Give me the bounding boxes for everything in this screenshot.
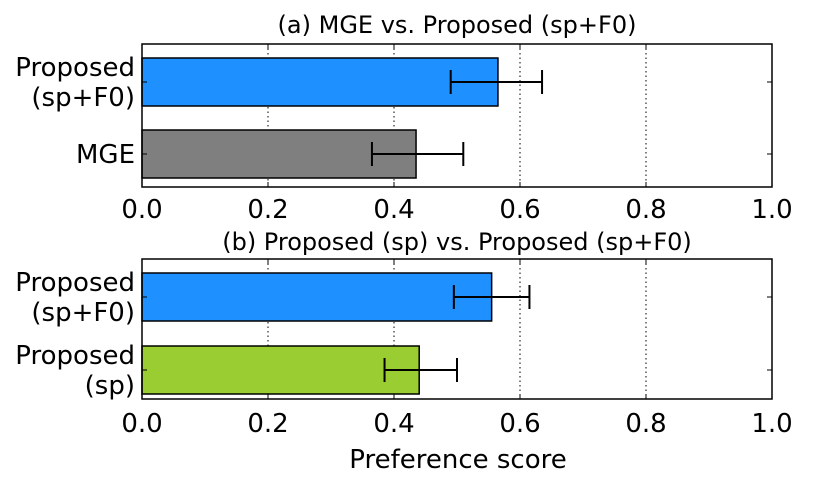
- x-tick-label: 1.0: [751, 409, 792, 439]
- x-tick-label: 0.6: [499, 409, 540, 439]
- category-label: (sp): [85, 371, 135, 401]
- category-label: Proposed: [15, 268, 135, 298]
- chart-title: (a) MGE vs. Proposed (sp+F0): [278, 11, 637, 39]
- axes-frame: [141, 258, 773, 400]
- x-tick-label: 0.8: [625, 409, 666, 439]
- bar: [141, 345, 420, 395]
- category-label: (sp+F0): [31, 83, 135, 113]
- x-tick-label: 0.0: [121, 195, 162, 225]
- x-axis-label: Preference score: [349, 445, 567, 475]
- x-tick-label: 1.0: [751, 195, 792, 225]
- bar: [141, 57, 499, 107]
- x-tick-label: 0.6: [499, 195, 540, 225]
- chart-panel-b: (b) Proposed (sp) vs. Proposed (sp+F0) Pr…: [15, 228, 792, 439]
- x-tick-label: 0.8: [625, 195, 666, 225]
- chart-title: (b) Proposed (sp) vs. Proposed (sp+F0): [222, 228, 692, 256]
- x-tick-label: 0.4: [373, 195, 414, 225]
- category-label: Proposed: [15, 53, 135, 83]
- category-label: MGE: [76, 140, 135, 170]
- x-tick-label: 0.0: [121, 409, 162, 439]
- category-label: (sp+F0): [31, 298, 135, 328]
- bar: [141, 129, 417, 179]
- bar: [141, 272, 493, 322]
- chart-panel-a: (a) MGE vs. Proposed (sp+F0) Proposed(sp+…: [15, 11, 792, 225]
- axes-frame: [141, 43, 773, 188]
- x-tick-label: 0.4: [373, 409, 414, 439]
- x-tick-label: 0.2: [247, 195, 288, 225]
- category-label: Proposed: [15, 341, 135, 371]
- x-tick-label: 0.2: [247, 409, 288, 439]
